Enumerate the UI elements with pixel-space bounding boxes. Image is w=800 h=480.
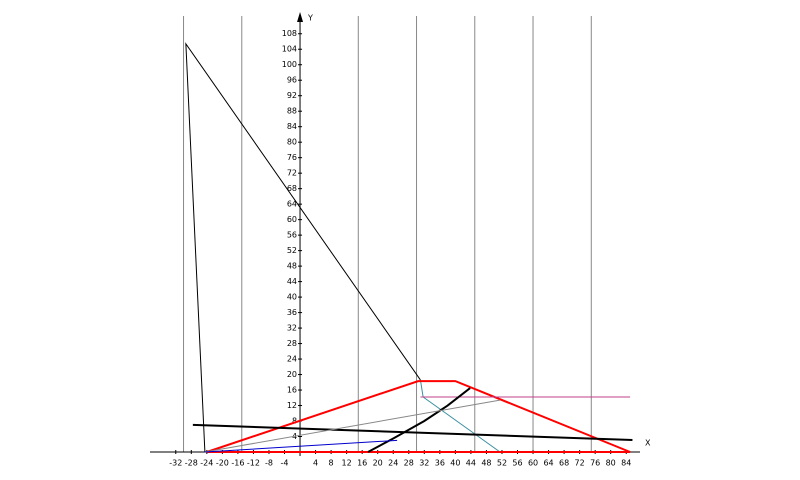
x-tick-label: 48 [481, 459, 491, 468]
x-tick-label: 28 [404, 459, 414, 468]
y-tick-label: 76 [287, 153, 297, 162]
series-line [204, 439, 398, 453]
y-tick-label: 96 [287, 76, 297, 85]
x-tick-label: 72 [575, 459, 585, 468]
y-tick-label: 60 [287, 215, 297, 224]
y-tick-label: 20 [287, 370, 297, 379]
x-axis-label: X [645, 439, 651, 448]
x-tick-label: -4 [281, 459, 289, 468]
y-tick-label: 64 [287, 200, 297, 209]
y-axis-arrow [297, 12, 304, 22]
y-tick-label: 72 [287, 169, 297, 178]
y-tick-label: 68 [287, 184, 297, 193]
x-tick-label: -20 [216, 459, 229, 468]
y-axis-label: Y [307, 14, 313, 23]
x-tick-label: 8 [329, 459, 334, 468]
y-tick-label: 56 [287, 231, 297, 240]
y-tick-label: 44 [287, 277, 297, 286]
x-tick-label: 32 [419, 459, 429, 468]
y-tick-label: 88 [287, 107, 297, 116]
x-tick-label: 12 [342, 459, 352, 468]
series-line [367, 387, 471, 453]
x-tick-label: 60 [528, 459, 538, 468]
x-tick-label: 68 [559, 459, 569, 468]
x-tick-label: 56 [512, 459, 522, 468]
x-tick-label: 20 [373, 459, 383, 468]
x-tick-label: 16 [357, 459, 367, 468]
y-tick-label: 36 [287, 308, 297, 317]
x-tick-label: 76 [590, 459, 600, 468]
x-tick-label: -28 [185, 459, 198, 468]
y-tick-label: 32 [287, 324, 297, 333]
x-tick-label: 24 [388, 459, 398, 468]
x-tick-label: -12 [247, 459, 260, 468]
x-tick-label: 64 [543, 459, 553, 468]
y-tick-label: 84 [287, 122, 297, 131]
x-tick-label: 52 [497, 459, 507, 468]
y-tick-label: 92 [287, 91, 297, 100]
y-tick-label: 24 [287, 355, 297, 364]
x-tick-label: -8 [265, 459, 273, 468]
y-tick-label: 16 [287, 386, 297, 395]
x-tick-label: -32 [169, 459, 182, 468]
x-tick-label: 44 [466, 459, 476, 468]
y-tick-label: 108 [282, 29, 297, 38]
y-tick-label: 48 [287, 262, 297, 271]
series-line [206, 380, 631, 453]
x-tick-label: 40 [450, 459, 460, 468]
y-tick-label: 52 [287, 246, 297, 255]
x-tick-label: -24 [200, 459, 213, 468]
x-tick-label: 84 [621, 459, 631, 468]
y-tick-label: 100 [282, 60, 297, 69]
x-tick-label: 4 [313, 459, 318, 468]
series-line [185, 42, 421, 453]
x-tick-label: 80 [606, 459, 616, 468]
x-tick-label: 36 [435, 459, 445, 468]
y-tick-label: 8 [292, 417, 297, 426]
y-tick-label: 40 [287, 293, 297, 302]
y-tick-label: 28 [287, 339, 297, 348]
y-tick-label: 104 [282, 45, 297, 54]
series-line [192, 423, 633, 441]
y-tick-label: 80 [287, 138, 297, 147]
series-line [204, 399, 501, 453]
y-tick-label: 12 [287, 401, 297, 410]
x-tick-label: -16 [231, 459, 244, 468]
